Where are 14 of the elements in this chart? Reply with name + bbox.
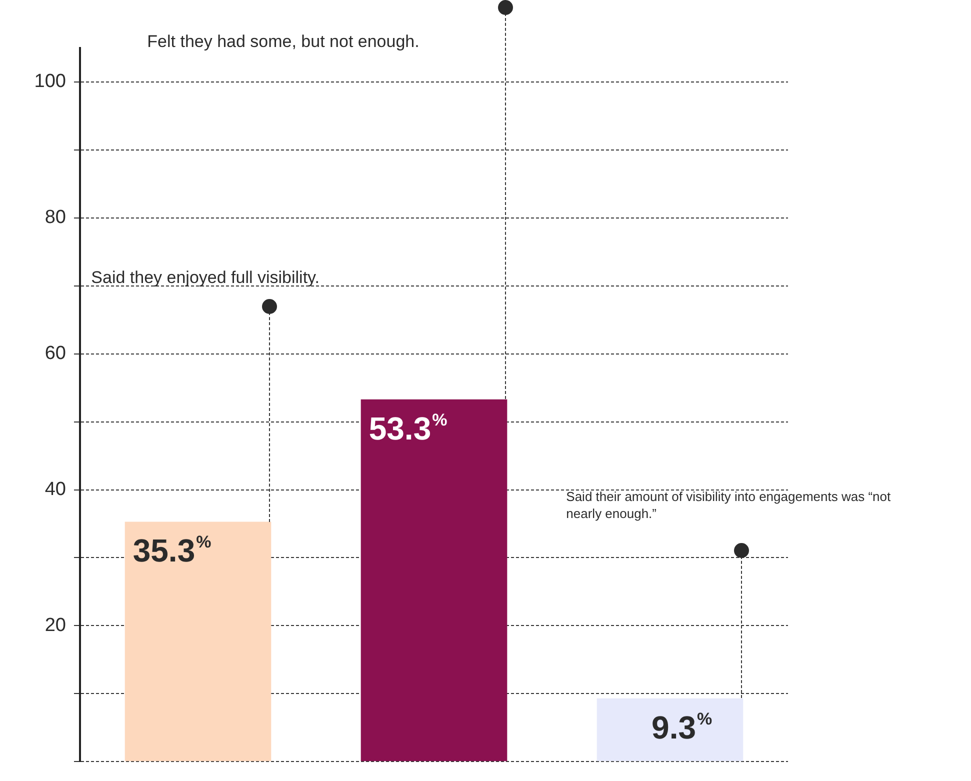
bar [124,522,272,762]
y-tick-label: 20 [44,614,66,636]
y-tick-label: 100 [34,71,66,92]
bar [360,399,508,762]
annotation: Felt they had some, but not enough. [147,31,420,52]
annotation: Said their amount of visibility into engagements was “not nearly enough.” [566,488,892,522]
y-tick-label: 80 [44,207,66,228]
y-tick-label: 60 [44,343,66,364]
data-label: 35.3% [132,532,212,569]
data-label: 9.3% [652,709,712,746]
annotation: Said they enjoyed full visibility. [91,266,320,288]
y-tick-label: 40 [44,478,66,500]
data-label: 53.3% [368,410,448,446]
bar [596,698,744,762]
